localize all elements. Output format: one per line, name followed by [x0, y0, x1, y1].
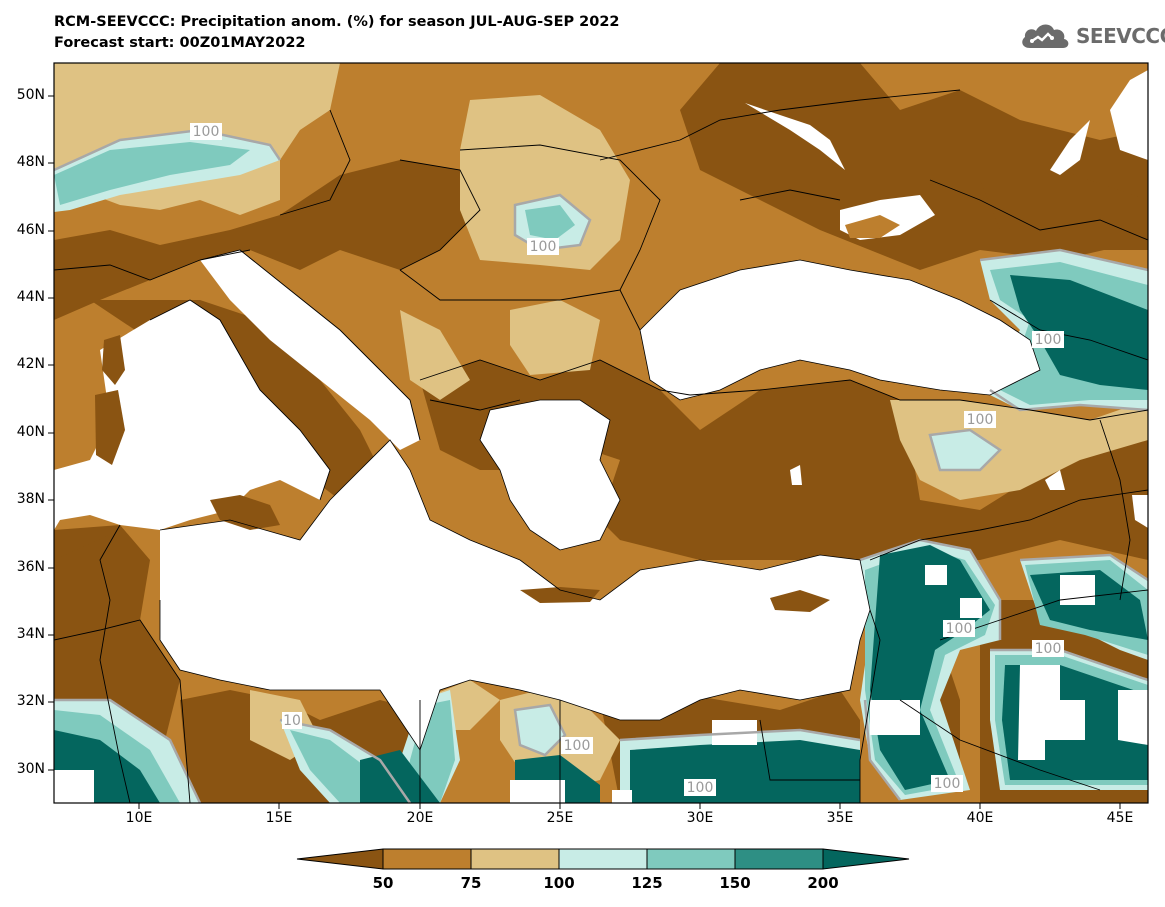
lon-label: 20E — [406, 810, 434, 826]
forecast-start-label: Forecast start: 00Z01MAY2022 — [54, 35, 306, 51]
contour-label: 10 — [283, 713, 301, 729]
colorbar-label: 50 — [372, 874, 394, 892]
contour-label: 100 — [934, 776, 961, 792]
colorbar-segment — [382, 848, 472, 870]
lat-label: 48N — [16, 154, 45, 170]
map-title: RCM-SEEVCCC: Precipitation anom. (%) for… — [54, 14, 620, 30]
lat-label: 30N — [16, 761, 45, 777]
contour-label: 100 — [193, 124, 220, 140]
contour-label: 100 — [530, 239, 557, 255]
colorbar-label: 75 — [460, 874, 482, 892]
lon-ticks — [138, 803, 1121, 809]
contour-label: 100 — [1035, 332, 1062, 348]
contour-label: 100 — [967, 412, 994, 428]
colorbar — [296, 848, 910, 870]
colorbar-segment — [822, 848, 910, 870]
lon-label: 40E — [966, 810, 994, 826]
colorbar-segment — [558, 848, 648, 870]
coastlines — [159, 259, 1041, 751]
lon-label: 35E — [826, 810, 854, 826]
contour-label: 100 — [1035, 641, 1062, 657]
lat-label: 40N — [16, 424, 45, 440]
borders — [54, 89, 1148, 803]
colorbar-segment — [470, 848, 560, 870]
lat-label: 38N — [16, 491, 45, 507]
contour-labels: 100 100 100 100 100 100 100 100 100 10 — [190, 123, 1064, 796]
lon-label: 30E — [686, 810, 714, 826]
lon-label: 15E — [265, 810, 293, 826]
colorbar-segment — [296, 848, 384, 870]
lat-label: 50N — [16, 87, 45, 103]
map-field: 100 100 100 100 100 100 100 100 100 10 — [54, 63, 1148, 803]
lat-label: 36N — [16, 559, 45, 575]
colorbar-label: 200 — [807, 874, 839, 892]
cloud-icon — [1022, 24, 1069, 48]
colorbar-segment — [734, 848, 824, 870]
lat-label: 34N — [16, 626, 45, 642]
sea-and-no-data — [54, 70, 1148, 803]
colorbar-label: 100 — [543, 874, 575, 892]
lon-label: 25E — [546, 810, 574, 826]
lat-label: 46N — [16, 222, 45, 238]
lat-label: 44N — [16, 289, 45, 305]
contour-label: 100 — [946, 621, 973, 637]
colorbar-label: 125 — [631, 874, 663, 892]
lat-ticks — [48, 95, 54, 771]
colorbar-label: 150 — [719, 874, 751, 892]
islands — [95, 215, 900, 612]
lat-label: 42N — [16, 356, 45, 372]
lon-label: 45E — [1106, 810, 1134, 826]
colorbar-segment — [646, 848, 736, 870]
lon-label: 10E — [125, 810, 153, 826]
lat-label: 32N — [16, 693, 45, 709]
logo-text: SEEVCCC — [1076, 24, 1165, 48]
contour-label: 100 — [687, 780, 714, 796]
seevccc-logo: SEEVCCC — [1018, 20, 1165, 52]
contour-label: 100 — [564, 738, 591, 754]
